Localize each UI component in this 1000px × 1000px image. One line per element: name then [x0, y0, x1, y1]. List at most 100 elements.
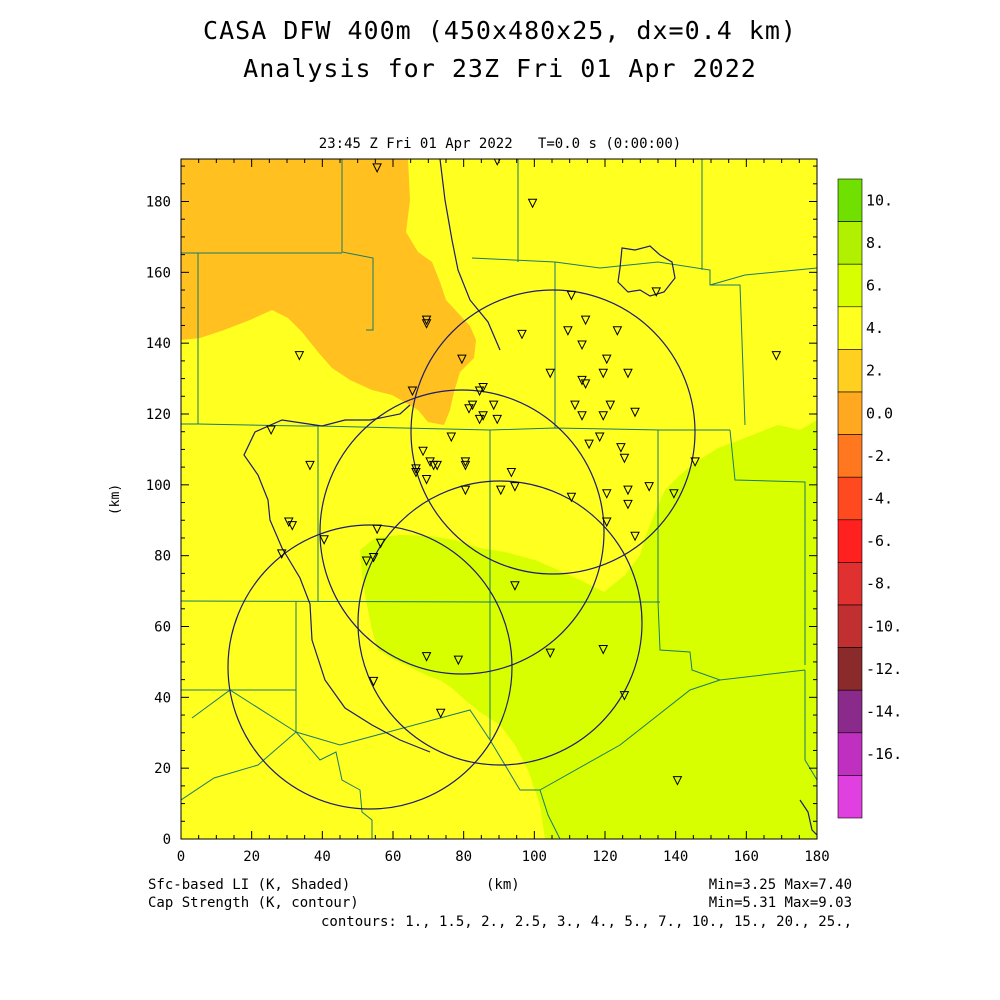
contour-levels: contours: 1., 1.5, 2., 2.5, 3., 4., 5., …	[320, 914, 852, 930]
radar-range-ring	[357, 480, 643, 766]
legend-label: 8.	[866, 234, 884, 252]
legend-label: -6.	[866, 532, 893, 550]
y-tick-label: 20	[154, 761, 171, 777]
y-tick-label: 40	[154, 690, 171, 706]
map-area	[181, 159, 817, 839]
legend-swatch	[837, 306, 863, 350]
station-marker	[623, 485, 633, 496]
legend-label: -4.	[866, 490, 893, 508]
legend-swatch	[837, 221, 863, 265]
station-marker	[319, 535, 329, 545]
legend-swatch	[837, 604, 863, 648]
color-legend: 10. 8. 6. 4. 2. 0.0 -2. -4. -6. -8. -10. -12. -14. -1…	[837, 178, 902, 819]
station-marker	[623, 368, 633, 379]
x-tick-label: 160	[734, 849, 759, 865]
legend-swatch	[837, 689, 863, 734]
legend-swatch	[837, 775, 863, 819]
y-tick-label: 140	[146, 336, 171, 352]
legend-label: 4.	[866, 319, 884, 337]
station-marker	[598, 411, 609, 421]
y-tick-label: 100	[146, 478, 171, 494]
station-marker	[771, 351, 782, 361]
plot-title: CASA DFW 400m (450x480x25, dx=0.4 km)	[203, 16, 797, 45]
station-marker	[669, 489, 679, 499]
station-marker	[266, 425, 276, 436]
station-marker	[630, 531, 640, 542]
x-tick-label: 180	[804, 849, 829, 865]
x-tick-label: 0	[177, 849, 185, 865]
x-tick-label: 20	[243, 849, 260, 865]
legend-swatch	[837, 263, 863, 308]
y-tick-label: 80	[154, 549, 171, 565]
x-tick-label: 120	[592, 849, 617, 865]
station-markers	[266, 159, 782, 786]
station-marker	[495, 485, 506, 496]
station-marker	[619, 691, 630, 701]
station-marker	[601, 489, 612, 499]
legend-swatch	[837, 434, 863, 478]
station-marker	[305, 460, 315, 471]
y-tick-label: 180	[146, 195, 171, 211]
station-marker	[474, 414, 485, 425]
station-marker	[464, 404, 474, 414]
station-marker	[517, 329, 527, 340]
station-marker	[457, 354, 467, 365]
legend-swatch	[837, 178, 863, 222]
radar-range-ring	[410, 289, 696, 575]
station-marker	[605, 400, 616, 411]
station-marker	[598, 368, 609, 379]
x-axis-label: (km)	[486, 877, 520, 893]
li-shade-orange	[181, 159, 476, 425]
station-marker	[506, 467, 517, 478]
legend-swatch	[837, 476, 863, 521]
radar-range-ring	[319, 389, 605, 675]
station-marker	[545, 368, 556, 379]
station-marker	[421, 475, 432, 485]
station-marker	[407, 386, 418, 397]
station-marker	[492, 414, 503, 425]
shaded-min-max: Min=3.25 Max=7.40	[708, 877, 852, 893]
station-marker	[474, 386, 485, 397]
station-marker	[580, 315, 591, 326]
y-tick-label: 0	[163, 832, 171, 848]
station-marker	[460, 485, 471, 496]
station-marker	[527, 198, 538, 209]
station-marker	[368, 552, 379, 563]
y-tick-label: 160	[146, 265, 171, 281]
legend-label: 6.	[866, 277, 884, 295]
station-marker	[616, 443, 626, 453]
x-tick-label: 40	[314, 849, 331, 865]
station-marker	[435, 708, 446, 719]
station-marker	[460, 460, 471, 471]
legend-label: 10.	[866, 191, 893, 209]
station-marker	[690, 457, 700, 467]
contour-field-label: Cap Strength (K, contour)	[148, 895, 359, 911]
legend-label: -8.	[866, 575, 893, 593]
station-marker	[612, 326, 623, 336]
legend-label: -2.	[866, 447, 893, 465]
station-marker	[619, 453, 630, 464]
station-marker	[563, 326, 573, 336]
legend-label: 0.0	[866, 404, 893, 422]
station-marker	[276, 549, 287, 560]
station-marker	[372, 163, 382, 173]
station-marker	[594, 432, 605, 443]
station-marker	[584, 439, 594, 450]
station-marker	[432, 460, 442, 471]
plot-subtitle-analysis: Analysis for 23Z Fri 01 Apr 2022	[243, 54, 757, 83]
valid-time-label: 23:45 Z Fri 01 Apr 2022 T=0.0 s (0:00:00…	[318, 136, 682, 152]
legend-label: -10.	[866, 617, 902, 635]
station-marker	[488, 400, 499, 411]
legend-label: -12.	[866, 660, 902, 678]
x-tick-label: 60	[385, 849, 402, 865]
legend-label: -14.	[866, 703, 902, 721]
legend-swatch	[837, 732, 863, 776]
station-marker	[566, 290, 577, 301]
li-shade-green	[360, 420, 817, 839]
y-tick-label: 120	[146, 407, 171, 423]
station-marker	[566, 492, 577, 503]
station-marker	[510, 482, 520, 492]
station-marker	[644, 482, 654, 492]
y-axis-label: (km)	[108, 483, 124, 516]
